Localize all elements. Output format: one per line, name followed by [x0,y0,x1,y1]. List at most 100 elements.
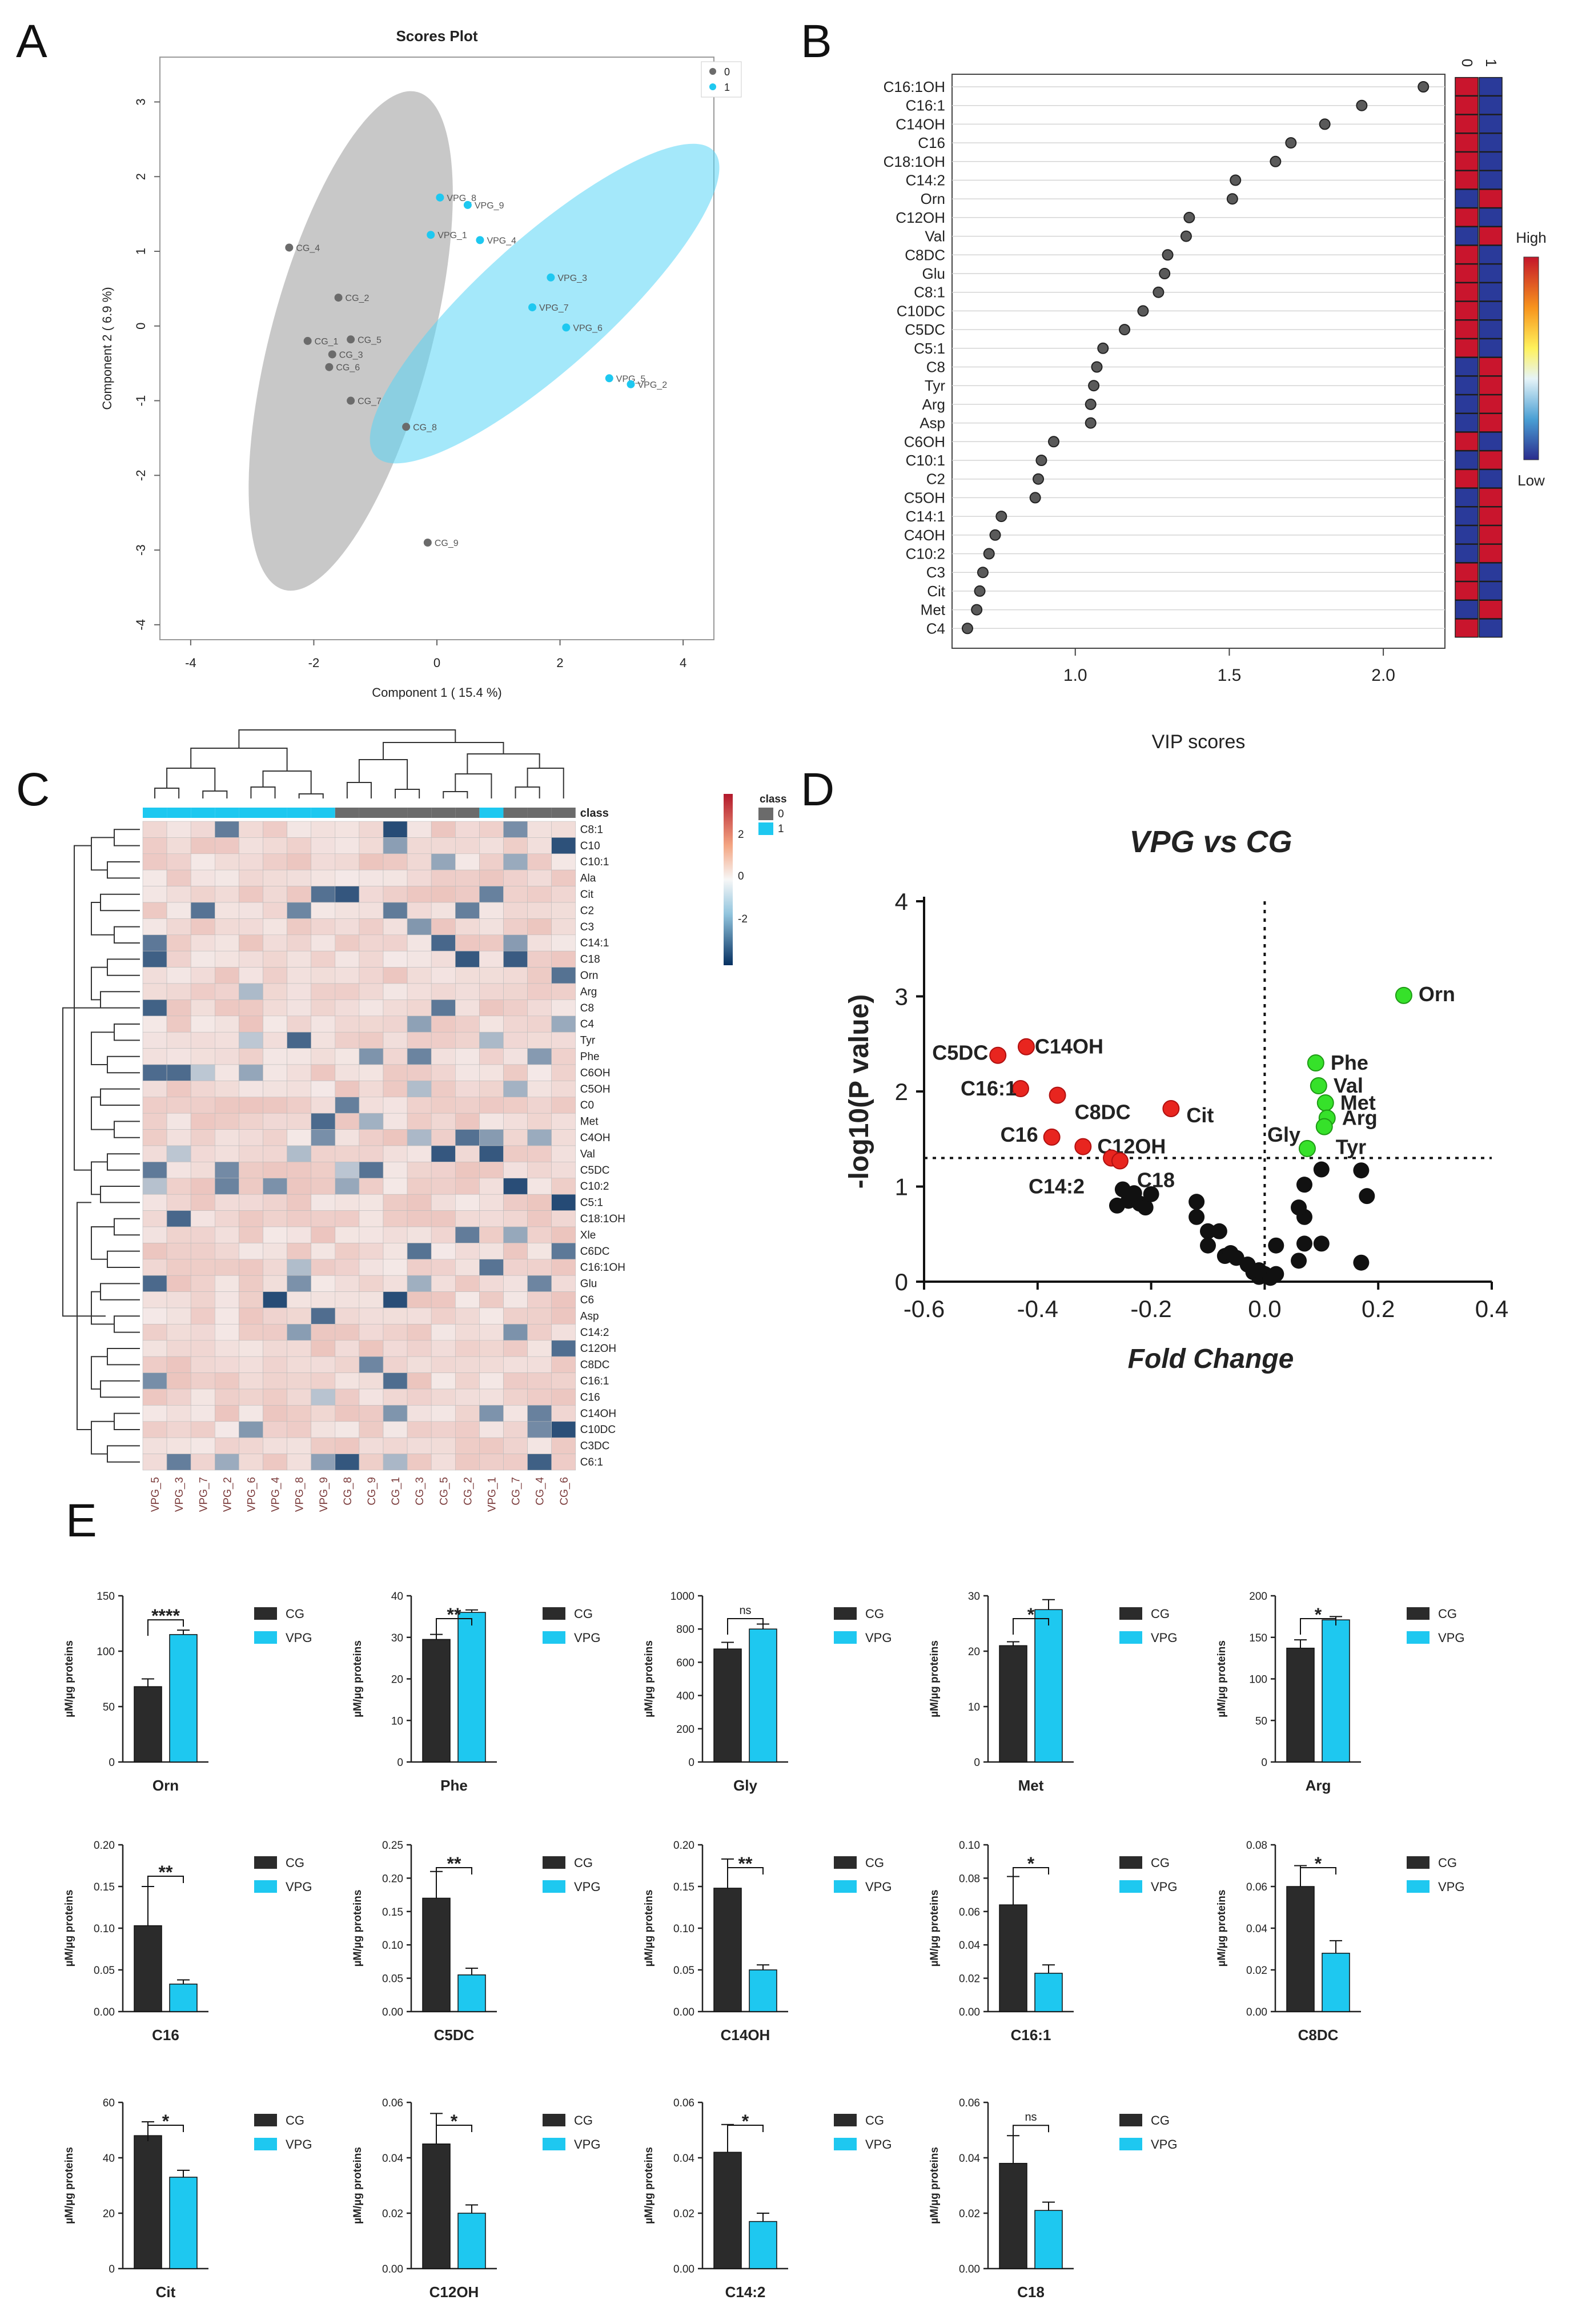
heat-cell [407,918,432,936]
y-tick-label: 0.04 [959,2153,980,2165]
heat-cell [551,1145,576,1162]
vip-heat-cell [1479,189,1503,208]
heat-row-label: C5DC [580,1165,610,1177]
vip-heat-cell [1479,133,1503,152]
heat-row-label: C8 [580,1002,594,1014]
chart-title: Scores Plot [396,27,477,45]
vip-heat-cell [1455,207,1479,227]
heat-row-label: C8DC [580,1359,610,1371]
heat-cell [359,1097,384,1114]
heat-cell [311,934,336,952]
x-tick-label: -4 [185,656,196,670]
heat-cell [335,1048,360,1065]
heat-cell [239,1372,263,1390]
heat-cell [527,1031,552,1049]
vip-heat-cell [1479,226,1503,246]
heat-cell [455,1454,480,1471]
class-strip-cell [527,808,552,818]
heat-cell [335,1356,360,1373]
vip-heat-cell [1479,263,1503,283]
heat-cell [335,1129,360,1146]
heat-cell [335,1421,360,1438]
heat-row-label: C3DC [580,1440,610,1452]
subplot-title: C18 [1017,2283,1045,2301]
heat-cell [335,1454,360,1471]
heat-cell [166,1356,191,1373]
heat-cell [190,1388,215,1406]
heat-cell [383,1307,408,1324]
vip-heat-cell [1455,507,1479,526]
cg-bar [713,1888,742,2012]
legend-swatch [1119,2114,1142,2126]
heat-cell [239,1162,263,1179]
class-strip-cell [335,808,359,818]
y-tick-label: 0.06 [959,2097,980,2109]
heat-cell [287,1243,312,1260]
vip-heat-cell [1479,507,1503,526]
heat-cell [142,983,167,1000]
heat-cell [431,821,456,838]
heat-cell [142,1437,167,1454]
heat-cell [359,1372,384,1390]
heat-column-label: VPG_6 [246,1477,258,1512]
heat-cell [335,1226,360,1243]
y-tick-label: 0 [109,1757,115,1769]
heat-cell [190,1243,215,1260]
legend-swatch [543,1880,565,1893]
subplot-title: C14:2 [725,2283,766,2301]
legend-label: 1 [724,82,730,93]
heat-cell [287,1388,312,1406]
heat-cell [239,1145,263,1162]
heat-cell [407,1437,432,1454]
heat-cell [335,869,360,886]
heat-cell [214,1324,239,1341]
vip-point [1153,286,1165,298]
heat-cell [287,1275,312,1292]
legend-label: VPG [865,2137,892,2152]
significance-bracket [436,1618,472,1635]
heat-cell [166,1178,191,1195]
heat-row-label: C16 [580,1391,600,1403]
heat-cell [551,1000,576,1017]
legend-swatch [834,2114,857,2126]
heat-cell [359,1178,384,1195]
heat-cell [239,853,263,870]
up-point [1316,1094,1334,1111]
y-tick-label: 0.06 [673,2097,694,2109]
heat-cell [551,837,576,854]
heat-cell [359,967,384,984]
heat-cell [455,1194,480,1211]
heat-cell [455,1129,480,1146]
heat-cell [551,1356,576,1373]
heat-cell [431,1291,456,1308]
heat-cell [214,886,239,903]
heat-cell [166,1275,191,1292]
heat-cell [263,1243,287,1260]
heat-cell [455,1421,480,1438]
vpg-bar [749,2221,777,2269]
y-tick-label: 0.20 [382,1873,403,1885]
chart-title: VPG vs CG [1129,825,1292,859]
down-point-label: C5DC [932,1041,988,1065]
heat-cell [479,1000,504,1017]
class-strip-cell [263,808,287,818]
heat-cell [359,918,384,936]
significance-bracket [436,1867,472,1884]
heat-cell [383,967,408,984]
heat-cell [455,1388,480,1406]
heat-cell [503,1048,528,1065]
heat-row-label: C18:1OH [580,1213,625,1225]
color-scale-tick: -2 [738,913,748,925]
heat-cell [527,1307,552,1324]
heat-cell [431,1113,456,1130]
heat-cell [166,1372,191,1390]
vpg-bar [1322,1619,1350,1763]
vip-row-label: Met [921,601,946,619]
heat-cell [527,1340,552,1357]
heat-cell [551,1097,576,1114]
heat-cell [407,1162,432,1179]
heat-cell [263,1113,287,1130]
heat-cell [479,1178,504,1195]
heat-row-label: C14:1 [580,937,609,949]
heat-cell [455,1048,480,1065]
